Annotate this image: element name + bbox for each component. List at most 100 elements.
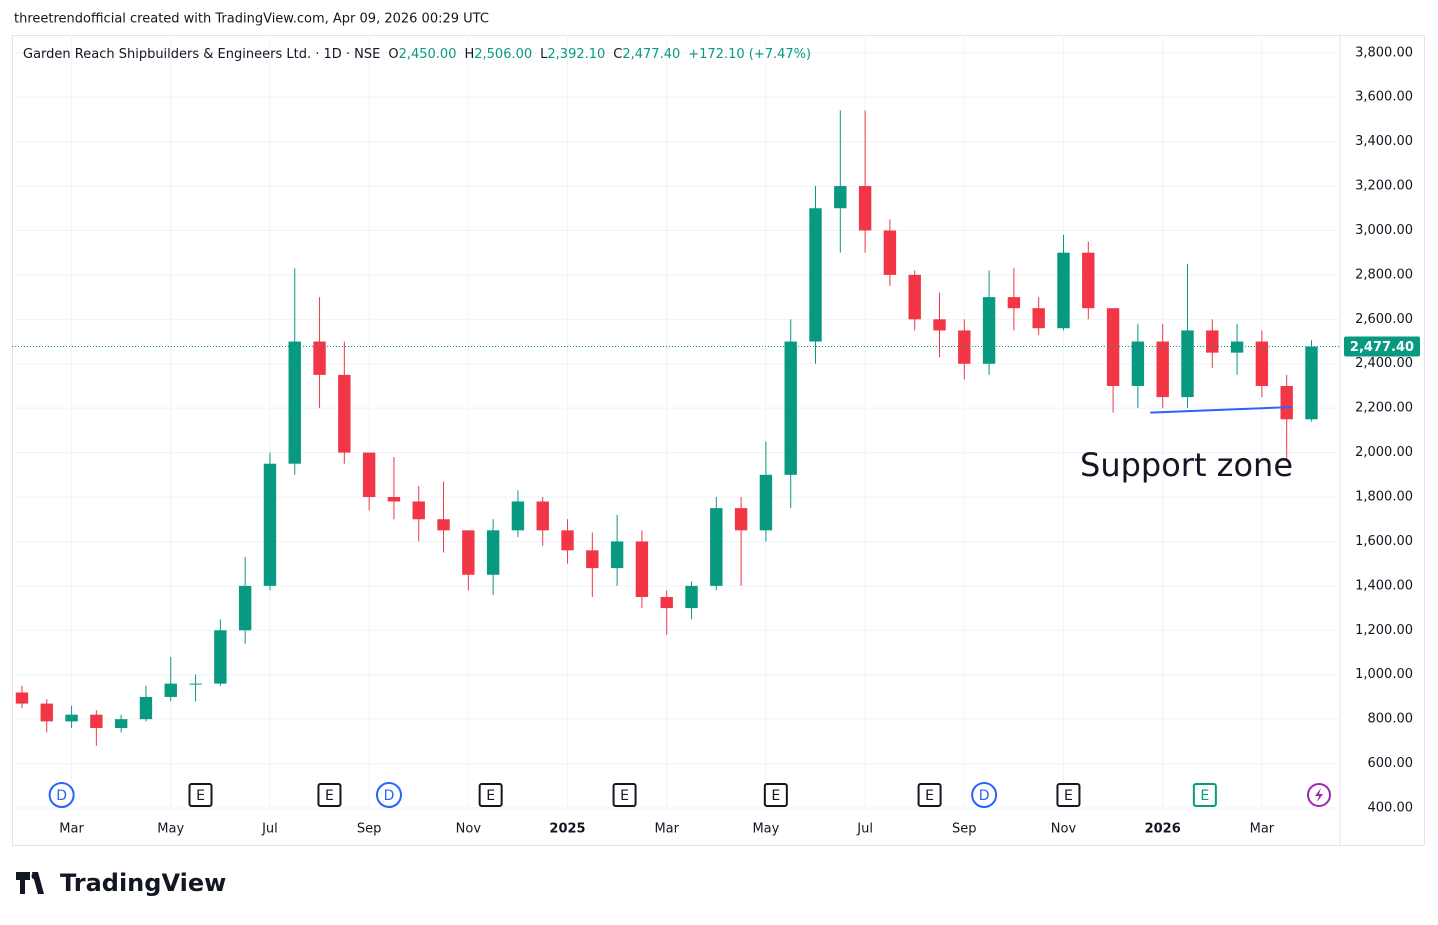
candle-body	[982, 297, 996, 364]
legend-item: 2,392.10	[547, 47, 605, 62]
candle-body	[685, 585, 698, 609]
candle-body	[1032, 308, 1045, 329]
candle-body	[784, 341, 797, 475]
candle-body	[462, 530, 475, 575]
candle-body	[908, 274, 921, 320]
candle-body	[90, 714, 103, 729]
event-marker: E	[1056, 783, 1081, 807]
candle-body	[139, 696, 153, 720]
event-icon	[478, 783, 503, 807]
event-icon	[971, 782, 998, 808]
x-tick-label: Sep	[357, 822, 382, 837]
candle-body	[437, 519, 450, 531]
x-tick-label: Nov	[456, 822, 482, 837]
x-tick-label: Jul	[856, 822, 873, 837]
candle-body	[1082, 252, 1095, 309]
x-tick-label: 2025	[549, 822, 585, 837]
annotation-text: Support zone	[1080, 446, 1293, 484]
event-marker: E	[612, 783, 637, 807]
x-tick-label: 2026	[1145, 822, 1181, 837]
event-marker: E	[188, 783, 213, 807]
y-tick-label: 1,800.00	[1355, 490, 1413, 505]
candle-body	[635, 541, 649, 597]
footer: TradingView	[60, 869, 226, 897]
y-tick-label: 3,200.00	[1355, 179, 1413, 194]
candle-body	[313, 341, 326, 375]
candle-body	[1057, 252, 1070, 329]
event-label: E	[486, 788, 495, 804]
event-marker: D	[971, 782, 998, 808]
x-tick-label: May	[752, 822, 779, 837]
candle-body	[660, 596, 673, 609]
y-tick-label: 2,800.00	[1355, 267, 1413, 282]
candle-body	[586, 550, 599, 569]
y-tick-label: 2,600.00	[1355, 312, 1413, 327]
y-tick-label: 1,400.00	[1355, 578, 1413, 593]
event-icon	[1192, 783, 1217, 807]
legend-item: 2,450.00	[399, 47, 457, 62]
candle-body	[338, 374, 351, 453]
event-marker: E	[317, 783, 342, 807]
y-tick-label: 1,000.00	[1355, 667, 1413, 682]
event-icon	[917, 783, 942, 807]
candle-body	[1181, 330, 1194, 398]
event-marker: D	[375, 782, 402, 808]
event-marker: E	[763, 783, 788, 807]
event-icon	[375, 782, 402, 808]
candle-body	[561, 530, 574, 551]
flash-event	[1307, 783, 1331, 807]
x-tick-label: Mar	[1250, 822, 1275, 837]
candle-body	[189, 683, 202, 685]
candle-body	[858, 186, 872, 231]
candle-body	[238, 585, 252, 631]
x-tick-label: Nov	[1051, 822, 1077, 837]
y-tick-label: 3,400.00	[1355, 134, 1413, 149]
event-icon	[612, 783, 637, 807]
event-icon	[48, 782, 75, 808]
candle-body	[164, 683, 177, 697]
event-marker: D	[48, 782, 75, 808]
last-price-box	[1344, 336, 1420, 357]
candle-body	[734, 508, 748, 531]
y-tick-label: 600.00	[1368, 756, 1414, 771]
candle-body	[387, 497, 401, 502]
candle-body	[1131, 341, 1145, 386]
candle-body	[759, 474, 773, 531]
event-icon	[763, 783, 788, 807]
y-tick-label: 800.00	[1368, 712, 1414, 727]
candle-body	[65, 714, 78, 722]
candle-body	[1230, 341, 1244, 353]
candle-body	[958, 330, 971, 364]
x-tick-label: Mar	[59, 822, 84, 837]
candle-body	[1156, 341, 1169, 398]
event-label: E	[925, 788, 934, 804]
y-tick-label: 3,600.00	[1355, 90, 1413, 105]
y-tick-label: 2,200.00	[1355, 401, 1413, 416]
candle-body	[1206, 330, 1219, 353]
candle-body	[834, 186, 847, 209]
y-tick-label: 2,000.00	[1355, 445, 1413, 460]
candle-body	[536, 501, 549, 531]
legend-item: Garden Reach Shipbuilders & Engineers Lt…	[23, 47, 380, 62]
candle-body	[1255, 341, 1269, 386]
candle-body	[1007, 297, 1021, 309]
tradingview-logo: TradingView	[16, 869, 226, 897]
legend-item: H	[464, 47, 474, 62]
event-icon	[188, 783, 213, 807]
y-tick-label: 400.00	[1368, 801, 1414, 816]
candle-body	[809, 208, 822, 342]
header: threetrendofficial created with TradingV…	[14, 12, 489, 27]
event-label: E	[620, 788, 629, 804]
y-tick-label: 1,200.00	[1355, 623, 1413, 638]
event-icon	[317, 783, 342, 807]
candle-body	[114, 719, 128, 729]
candle-body	[263, 463, 277, 586]
y-tick-label: 3,000.00	[1355, 223, 1413, 238]
plot	[12, 110, 1340, 746]
candle-body	[1305, 346, 1318, 420]
event-marker: E	[1192, 783, 1217, 807]
event-label: D	[384, 788, 395, 804]
legend-item: +172.10 (+7.47%)	[688, 47, 811, 62]
event-label: E	[771, 788, 780, 804]
